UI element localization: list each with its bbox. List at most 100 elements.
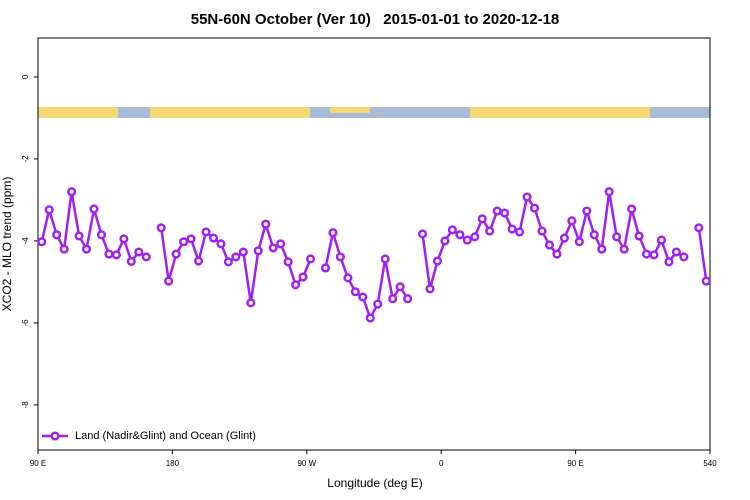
point (179, 237, 189, 247)
point (238, 247, 248, 257)
y-tick-label: -6 (21, 319, 30, 327)
point (186, 234, 196, 244)
point (529, 203, 540, 213)
x-tick-label: 180 (166, 459, 180, 468)
point (477, 214, 487, 224)
point (89, 204, 99, 214)
land-ocean-band (38, 107, 710, 118)
point (582, 206, 592, 216)
point (350, 287, 360, 297)
point (291, 280, 301, 290)
point (492, 206, 502, 216)
point (156, 223, 166, 233)
point (597, 244, 607, 254)
point (201, 227, 211, 237)
point (216, 239, 226, 249)
point (619, 244, 629, 254)
point (164, 276, 174, 286)
y-tick-label: 0 (21, 74, 30, 79)
y-tick-label: -2 (21, 155, 30, 163)
point (335, 252, 345, 262)
point (388, 294, 398, 304)
x-tick-label: 0 (439, 459, 444, 468)
point (425, 284, 435, 294)
point (119, 234, 129, 244)
point (305, 254, 316, 264)
point (589, 230, 599, 240)
point (403, 294, 413, 304)
point (96, 230, 107, 240)
y-tick-label: -4 (21, 237, 30, 245)
point (276, 239, 286, 249)
point (634, 231, 644, 241)
point (59, 244, 69, 254)
point (656, 235, 667, 245)
point (447, 225, 457, 235)
point (208, 233, 219, 243)
point (694, 223, 704, 233)
point (193, 256, 204, 266)
point (37, 237, 47, 247)
point (544, 240, 555, 250)
plot-frame (37, 37, 711, 451)
x-tick-label: 90 W (297, 459, 316, 468)
point (500, 208, 510, 218)
point (470, 232, 480, 242)
x-tick-label: 90 E (30, 459, 46, 468)
point (649, 250, 659, 260)
y-axis-label: XCO2 - MLO trend (ppm) (0, 177, 14, 312)
point (515, 227, 525, 237)
point (455, 230, 465, 240)
point (261, 219, 271, 229)
point (253, 246, 263, 256)
point (574, 237, 584, 247)
point (440, 236, 450, 246)
point (283, 257, 293, 267)
point (522, 192, 532, 202)
point (343, 273, 353, 283)
point (171, 249, 181, 259)
point (268, 243, 278, 253)
point (328, 228, 338, 238)
point (671, 247, 681, 257)
point (223, 257, 233, 267)
x-axis-label: Longitude (deg E) (327, 476, 422, 490)
point (567, 216, 577, 226)
point (507, 224, 517, 234)
point (126, 256, 136, 266)
point (417, 229, 428, 239)
point (74, 231, 84, 241)
point (701, 276, 711, 286)
point (298, 272, 308, 282)
point (432, 256, 443, 266)
point (559, 233, 569, 243)
point (612, 232, 622, 242)
point (141, 252, 151, 262)
point (104, 249, 114, 259)
land-band (330, 107, 370, 113)
point (641, 249, 652, 259)
point (111, 250, 121, 260)
point (462, 235, 472, 245)
land-band (38, 107, 118, 118)
point (604, 187, 614, 197)
point (365, 313, 375, 323)
point (380, 254, 390, 264)
land-band (150, 107, 310, 118)
point (134, 247, 144, 257)
legend-marker (50, 431, 60, 441)
point (320, 263, 331, 273)
land-band (470, 107, 650, 118)
x-tick-label: 540 (703, 459, 717, 468)
point (627, 204, 637, 214)
point (67, 187, 77, 197)
point (81, 244, 92, 254)
point (231, 252, 241, 262)
x-tick-label: 90 E (567, 459, 583, 468)
point (373, 299, 383, 309)
point (246, 298, 256, 308)
point (395, 282, 405, 292)
ocean-band (38, 107, 710, 118)
point (552, 249, 562, 259)
